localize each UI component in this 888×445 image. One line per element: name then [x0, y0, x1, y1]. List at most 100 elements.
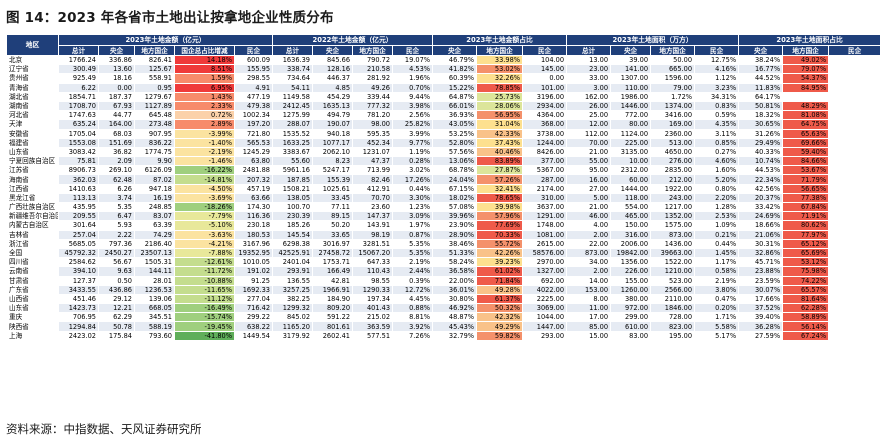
value-cell: 147.37 [352, 211, 394, 222]
value-cell: 51.33% [432, 247, 478, 259]
value-cell: 100.70 [272, 201, 314, 213]
value-cell: 925.49 [58, 73, 99, 84]
region-cell: 天津 [6, 119, 59, 130]
value-cell: 2835.00 [650, 165, 696, 176]
value-cell: 78.65% [476, 192, 524, 204]
table-row: 内蒙古自治区 301.64 5.93 63.39 -5.10% 230.18 185.26 5… [6, 220, 881, 231]
value-cell: 269.10 [98, 165, 135, 176]
value-cell: 5.35 [98, 201, 135, 213]
value-cell: 33.00 [566, 73, 612, 84]
value-cell: 1.09% [694, 220, 740, 231]
value-cell: 1231.07 [352, 146, 394, 158]
table-row: 吉林省 257.04 2.22 74.29 -3.63% 180.53 145.54 33.6… [6, 229, 881, 240]
value-cell: 3.00 [566, 82, 612, 93]
value-cell: 513.00 [650, 137, 696, 148]
value-cell: 85.00 [566, 321, 612, 332]
value-cell: 145.54 [272, 229, 314, 240]
value-cell: 1124.00 [610, 128, 652, 139]
sub-header-cell: 央企 [98, 45, 135, 56]
value-cell: 1522.00 [650, 257, 696, 268]
value-cell: 128.16 [312, 64, 354, 75]
value-cell: 401.43 [352, 303, 394, 314]
table-row: 辽宁省 300.49 13.60 125.67 8.51% 155.95 338.74 128… [6, 64, 881, 75]
value-cell: 706.95 [58, 312, 99, 323]
value-cell: 30.65% [738, 119, 784, 130]
value-cell: 1766.24 [58, 54, 99, 66]
value-cell: 1444.00 [610, 183, 652, 194]
value-cell: -18.26% [174, 201, 235, 213]
value-cell: 826.41 [134, 54, 175, 66]
value-cell: 56.65% [782, 183, 830, 194]
value-cell: 17.66% [738, 293, 784, 305]
value-cell: 2.56% [392, 110, 434, 121]
value-cell: -1.46% [174, 156, 235, 167]
value-cell: 591.22 [312, 312, 354, 323]
value-cell: 2566.00 [650, 284, 696, 295]
table-row: 黑龙江省 113.13 3.74 16.19 -3.69% 63.66 138.05 33.4… [6, 192, 881, 204]
value-cell: 0.88% [392, 303, 434, 314]
value-cell: 4364.00 [522, 110, 568, 121]
value-cell: 3.80% [694, 284, 740, 295]
value-cell: 5.35% [392, 247, 434, 259]
value-cell: 5685.05 [58, 238, 99, 249]
value-cell: 1966.91 [312, 284, 354, 295]
group-header-2023-amount: 2023年土地金额（亿元） [57, 34, 274, 46]
value-cell: 277.04 [233, 293, 274, 305]
value-cell: -4.21% [174, 238, 235, 249]
sub-header-cell: 民企 [522, 45, 568, 56]
value-cell: 3135.00 [610, 146, 652, 158]
value-cell: 638.22 [233, 321, 274, 332]
value-cell: 190.07 [312, 119, 354, 130]
value-cell: 940.18 [312, 128, 354, 139]
value-cell: 1077.17 [312, 137, 354, 148]
value-cell: 734.64 [272, 73, 314, 84]
value-cell: 248.85 [134, 201, 175, 213]
value-cell: 3196.00 [522, 91, 568, 102]
value-cell: 58576.00 [522, 247, 568, 259]
value-cell: 1692.33 [233, 284, 274, 295]
value-cell: 1753.71 [312, 257, 354, 268]
value-cell: 1922.00 [650, 183, 696, 194]
value-cell: 26.00 [566, 100, 612, 112]
value-cell: 36.58% [432, 266, 478, 277]
value-cell: 47.37 [352, 156, 394, 167]
value-cell: 1165.20 [272, 321, 314, 332]
value-cell: -3.63% [174, 229, 235, 240]
value-cell: 138.05 [272, 192, 314, 204]
value-cell: 153.00 [566, 284, 612, 295]
value-cell: 91.25 [233, 275, 274, 286]
value-cell: 273.48 [134, 119, 175, 130]
value-cell: 728.00 [650, 312, 696, 323]
value-cell: 1.72% [650, 91, 696, 102]
sub-header-cell: 央企 [432, 45, 478, 56]
value-cell: 23.90% [432, 220, 478, 231]
value-cell: 1352.00 [650, 211, 696, 222]
value-cell: 298.55 [233, 73, 274, 84]
value-cell: 1374.00 [650, 100, 696, 112]
value-cell: 17.26% [392, 174, 434, 185]
value-cell: 77.69% [476, 220, 524, 231]
value-cell: 11.00 [566, 303, 612, 314]
value-cell: 1535.52 [272, 128, 314, 139]
value-cell: 668.05 [134, 303, 175, 314]
value-cell: 52.80% [432, 137, 478, 148]
value-cell: 207.32 [233, 174, 274, 185]
value-cell: 781.20 [352, 110, 394, 121]
value-cell: 139.06 [134, 293, 175, 305]
value-cell: 226.00 [610, 266, 652, 277]
value-cell: 362.03 [58, 174, 99, 185]
value-cell: 58.89% [782, 312, 830, 323]
value-cell: 1.28% [694, 201, 740, 213]
value-cell: 465.00 [610, 211, 652, 222]
value-cell: 721.80 [233, 128, 274, 139]
table-row: 湖南省 1708.70 67.93 1127.89 2.33% 479.38 2412.45… [6, 100, 881, 112]
value-cell: 1446.00 [610, 100, 652, 112]
value-cell: 32.79% [432, 330, 478, 341]
value-cell: 3281.51 [352, 238, 394, 249]
sub-header-cell: 央企 [610, 45, 652, 56]
value-cell: 48.87% [432, 312, 478, 323]
value-cell: 45792.32 [58, 247, 99, 259]
value-cell: 382.25 [272, 293, 314, 305]
value-cell: 83.07 [134, 211, 175, 222]
value-cell: 36.01% [432, 284, 478, 295]
